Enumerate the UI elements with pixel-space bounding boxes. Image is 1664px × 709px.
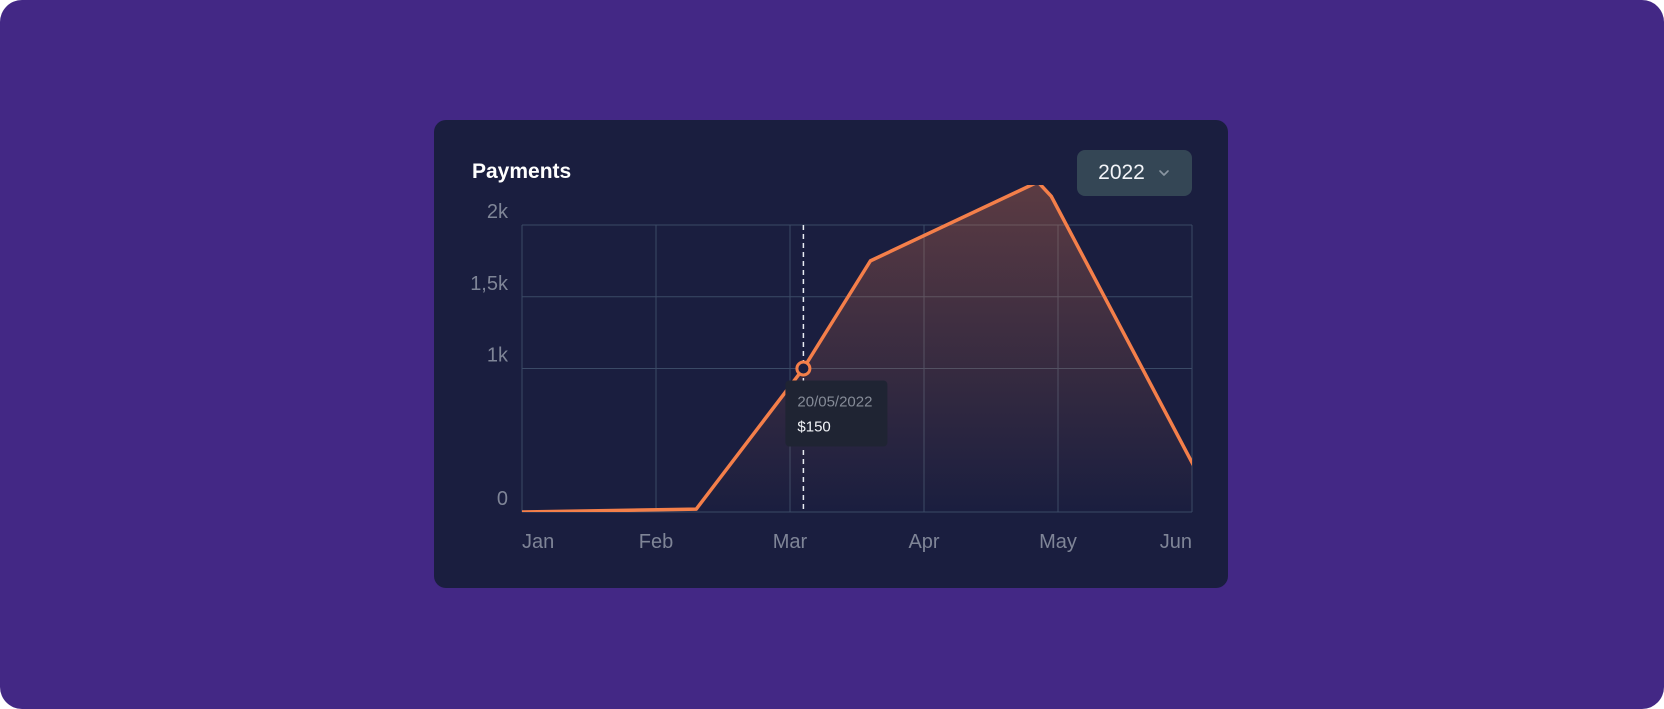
series-area [522,185,1192,512]
highlight-point [795,360,812,377]
year-select-value: 2022 [1098,161,1145,184]
series-line [522,185,1192,512]
tooltip-date: 20/05/2022 [797,394,872,411]
x-tick-label: May [1039,531,1077,553]
x-tick-label: Jun [1160,531,1192,553]
year-select[interactable]: 2022 [1077,150,1192,196]
x-tick-label: Mar [773,531,808,553]
y-tick-label: 0 [497,488,508,510]
tooltip-value: $150 [797,419,830,436]
y-tick-label: 1k [487,345,509,367]
x-tick-label: Jan [522,531,554,553]
chevron-down-icon [1159,170,1169,176]
card-title: Payments [472,160,572,183]
x-tick-label: Apr [908,531,939,553]
y-tick-label: 1,5k [470,273,509,295]
series-group [522,185,1192,512]
payments-chart: 0 1k 1,5k 2k Jan Feb Mar Apr May Jun 20/05/2022 $15… [470,185,1193,553]
payments-card: Payments 2022 0 1k 1,5k 2k Jan Feb Mar Apr May Ju… [434,120,1228,588]
y-tick-label: 2k [487,201,509,223]
x-tick-label: Feb [639,531,673,553]
tooltip-box [785,380,888,447]
